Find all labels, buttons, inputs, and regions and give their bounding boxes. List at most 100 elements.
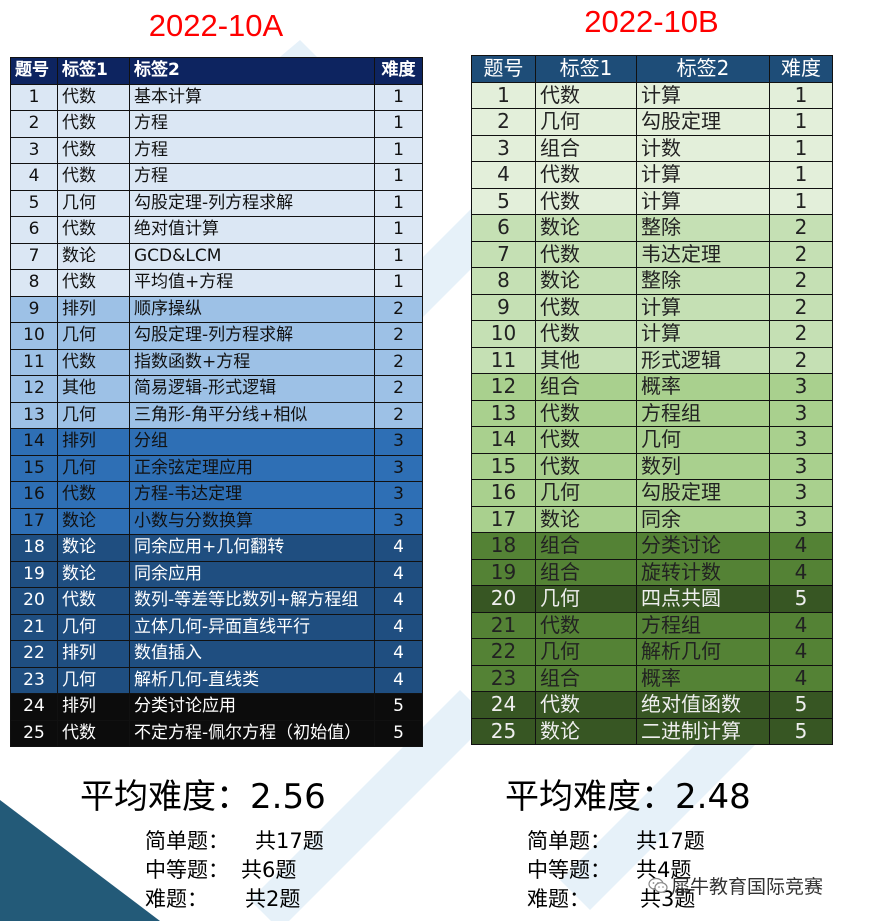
tag1-cell: 代数 xyxy=(535,240,637,268)
tag1-cell: 组合 xyxy=(535,664,637,692)
tag2-cell: 计数 xyxy=(636,134,770,162)
table-row: 24 排列 分类讨论应用 5 xyxy=(10,693,423,721)
tag1-cell: 几何 xyxy=(535,108,637,136)
table-row: 16 代数 方程-韦达定理 3 xyxy=(10,481,423,509)
table-row: 24 代数 绝对值函数 5 xyxy=(471,691,833,719)
table-row: 21 代数 方程组 4 xyxy=(471,611,833,639)
difficulty-cell: 4 xyxy=(769,558,833,586)
tag2-cell: 概率 xyxy=(636,664,770,692)
tag2-cell: 基本计算 xyxy=(129,83,375,111)
count-value: 共4题 xyxy=(636,858,692,882)
question-number: 2 xyxy=(10,110,58,138)
tag2-cell: 计算 xyxy=(636,81,770,109)
tag2-cell: 勾股定理-列方程求解 xyxy=(129,322,375,350)
question-number: 3 xyxy=(471,134,536,162)
question-number: 19 xyxy=(10,560,58,588)
table-row: 19 组合 旋转计数 4 xyxy=(471,558,833,586)
tag2-cell: GCD&LCM xyxy=(129,242,375,270)
header-difficulty: 难度 xyxy=(769,55,833,83)
question-number: 17 xyxy=(10,507,58,535)
difficulty-cell: 3 xyxy=(374,428,423,456)
table-row: 2 几何 勾股定理 1 xyxy=(471,108,833,136)
tag2-cell: 勾股定理 xyxy=(636,108,770,136)
count-value: 共17题 xyxy=(636,829,705,853)
question-number: 6 xyxy=(10,216,58,244)
difficulty-cell: 3 xyxy=(374,454,423,482)
table-row: 15 代数 数列 3 xyxy=(471,452,833,480)
tag1-cell: 代数 xyxy=(57,163,130,191)
tag2-cell: 方程 xyxy=(129,136,375,164)
difficulty-cell: 3 xyxy=(769,426,833,454)
question-number: 21 xyxy=(10,613,58,641)
count-label: 中等题： xyxy=(527,858,611,882)
table-row: 5 代数 计算 1 xyxy=(471,187,833,215)
question-number: 13 xyxy=(10,401,58,429)
difficulty-cell: 5 xyxy=(374,719,423,747)
difficulty-cell: 2 xyxy=(769,320,833,348)
tag2-cell: 数列 xyxy=(636,452,770,480)
tag1-cell: 数论 xyxy=(57,242,130,270)
table-row: 17 数论 小数与分数换算 3 xyxy=(10,507,423,535)
tag1-cell: 几何 xyxy=(57,401,130,429)
tag2-cell: 计算 xyxy=(636,320,770,348)
tag2-cell: 同余 xyxy=(636,505,770,533)
table-row: 17 数论 同余 3 xyxy=(471,505,833,533)
question-number: 18 xyxy=(471,532,536,560)
exam-b-title: 2022-10B xyxy=(584,4,719,39)
difficulty-cell: 2 xyxy=(769,293,833,321)
tag1-cell: 组合 xyxy=(535,134,637,162)
difficulty-cell: 3 xyxy=(374,481,423,509)
tag2-cell: 方程组 xyxy=(636,399,770,427)
tag1-cell: 代数 xyxy=(535,399,637,427)
question-number: 10 xyxy=(471,320,536,348)
tag1-cell: 代数 xyxy=(535,452,637,480)
count-value: 共3题 xyxy=(640,887,696,911)
question-number: 12 xyxy=(471,373,536,401)
difficulty-cell: 4 xyxy=(769,532,833,560)
tag1-cell: 代数 xyxy=(535,81,637,109)
tag2-cell: 同余应用+几何翻转 xyxy=(129,534,375,562)
table-row: 8 数论 整除 2 xyxy=(471,267,833,295)
tag1-cell: 代数 xyxy=(57,216,130,244)
tag2-cell: 方程 xyxy=(129,110,375,138)
table-row: 15 几何 正余弦定理应用 3 xyxy=(10,454,423,482)
tag1-cell: 几何 xyxy=(57,454,130,482)
tag2-cell: 数值插入 xyxy=(129,640,375,668)
question-number: 2 xyxy=(471,108,536,136)
table-row: 20 代数 数列-等差等比数列+解方程组 4 xyxy=(10,587,423,615)
table-row: 1 代数 基本计算 1 xyxy=(10,83,423,111)
tag2-cell: 顺序操纵 xyxy=(129,295,375,323)
header-tag1: 标签1 xyxy=(535,55,637,83)
table-row: 10 几何 勾股定理-列方程求解 2 xyxy=(10,322,423,350)
table-row: 16 几何 勾股定理 3 xyxy=(471,479,833,507)
difficulty-cell: 1 xyxy=(374,242,423,270)
question-number: 15 xyxy=(471,452,536,480)
tag2-cell: 方程 xyxy=(129,163,375,191)
average-label: 平均难度： xyxy=(505,777,675,817)
difficulty-cell: 1 xyxy=(374,83,423,111)
question-number: 7 xyxy=(10,242,58,270)
exam-b-average: 平均难度：2.48 xyxy=(505,780,751,814)
question-number: 11 xyxy=(471,346,536,374)
difficulty-cell: 2 xyxy=(374,401,423,429)
table-row: 25 代数 不定方程-佩尔方程（初始值） 5 xyxy=(10,719,423,747)
table-row: 4 代数 方程 1 xyxy=(10,163,423,191)
average-label: 平均难度： xyxy=(80,777,250,817)
question-number: 22 xyxy=(471,638,536,666)
tag2-cell: 解析几何 xyxy=(636,638,770,666)
question-number: 20 xyxy=(10,587,58,615)
difficulty-cell: 1 xyxy=(769,134,833,162)
tag2-cell: 整除 xyxy=(636,267,770,295)
question-number: 25 xyxy=(10,719,58,747)
difficulty-cell: 1 xyxy=(374,189,423,217)
tag2-cell: 旋转计数 xyxy=(636,558,770,586)
tag2-cell: 立体几何-异面直线平行 xyxy=(129,613,375,641)
count-label: 简单题： xyxy=(527,829,611,853)
header-difficulty: 难度 xyxy=(374,57,423,85)
difficulty-cell: 2 xyxy=(769,267,833,295)
tag1-cell: 数论 xyxy=(57,534,130,562)
tag1-cell: 代数 xyxy=(535,426,637,454)
difficulty-cell: 4 xyxy=(374,534,423,562)
table-row: 4 代数 计算 1 xyxy=(471,161,833,189)
tag1-cell: 代数 xyxy=(57,269,130,297)
